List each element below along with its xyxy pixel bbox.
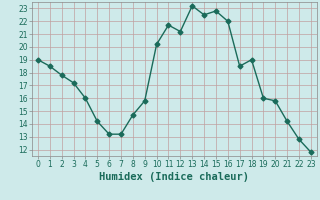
X-axis label: Humidex (Indice chaleur): Humidex (Indice chaleur) (100, 172, 249, 182)
